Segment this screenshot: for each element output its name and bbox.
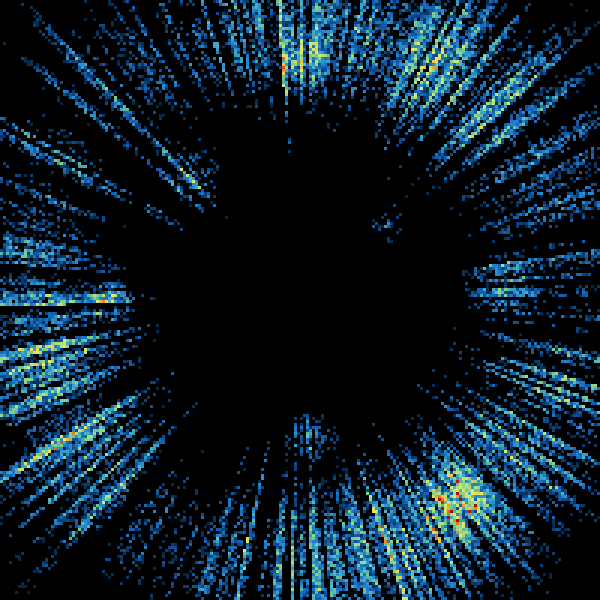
visualization-root: Radial Scatter Field jet-on-black low in… xyxy=(0,0,600,600)
radial-scatter-field-canvas xyxy=(0,0,600,600)
